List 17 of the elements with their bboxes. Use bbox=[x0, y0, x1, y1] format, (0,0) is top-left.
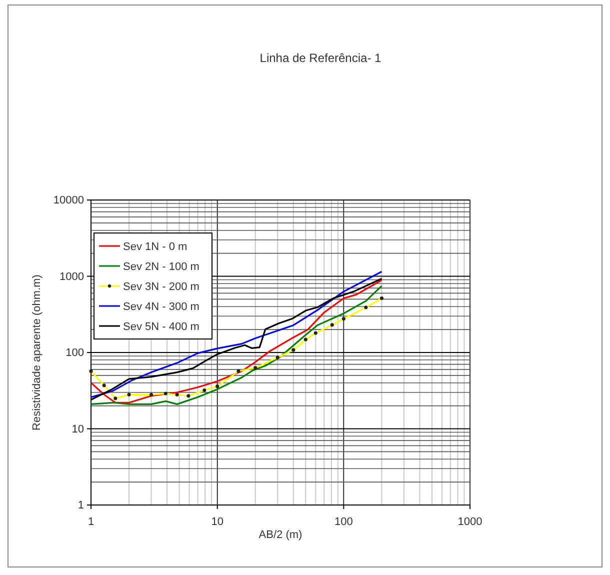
legend-label: Sev 3N - 200 m bbox=[123, 281, 200, 293]
x-tick-label: 100 bbox=[334, 516, 353, 528]
x-tick-label: 1 bbox=[88, 516, 94, 528]
legend-label: Sev 4N - 300 m bbox=[123, 301, 200, 313]
chart-title: Linha de Referência- 1 bbox=[260, 51, 382, 65]
y-axis-title: Resistividade aparente (ohm.m) bbox=[31, 274, 43, 430]
x-tick-label: 10 bbox=[211, 516, 224, 528]
legend-label: Sev 1N - 0 m bbox=[123, 241, 188, 253]
x-tick-label: 1000 bbox=[458, 516, 482, 528]
y-tick-label: 100 bbox=[66, 347, 84, 360]
legend-label: Sev 5N - 400 m bbox=[123, 321, 200, 333]
legend-label: Sev 2N - 100 m bbox=[123, 261, 200, 273]
y-tick-label: 10000 bbox=[53, 194, 84, 207]
x-axis-title: AB/2 (m) bbox=[258, 529, 302, 541]
y-tick-label: 1 bbox=[78, 500, 84, 512]
y-tick-label: 1000 bbox=[60, 270, 84, 283]
y-tick-label: 10 bbox=[72, 423, 84, 436]
